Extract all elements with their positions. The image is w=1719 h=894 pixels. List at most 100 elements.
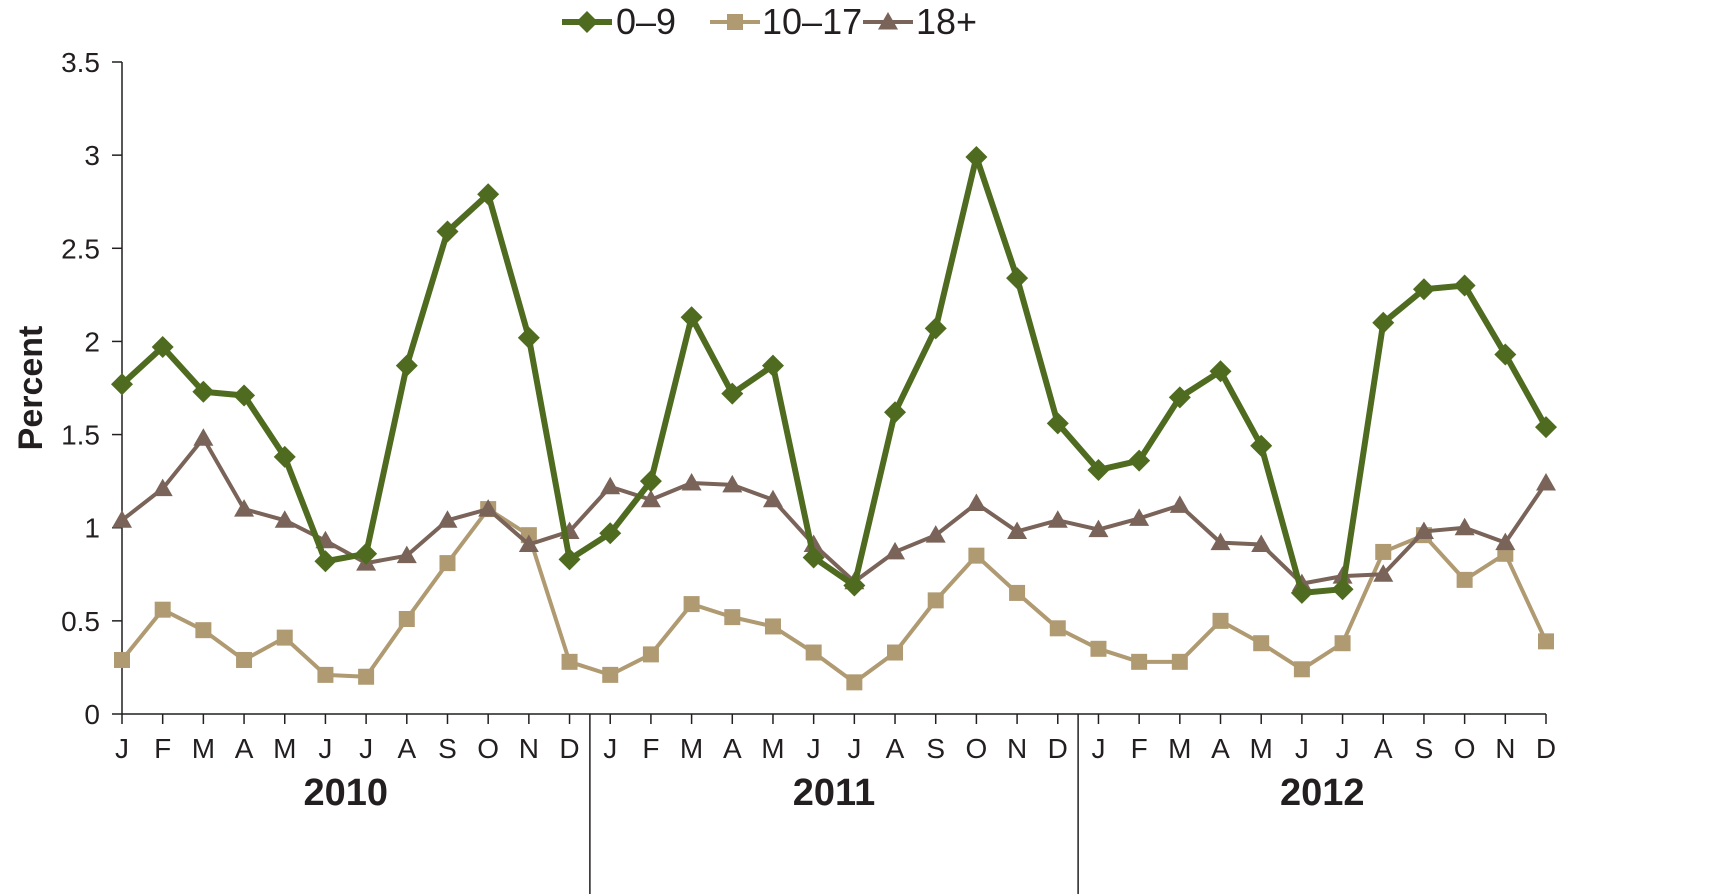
data-point: [1412, 278, 1435, 301]
data-point: [1453, 274, 1476, 297]
y-tick-label: 2: [84, 326, 100, 357]
legend-item: 0–9: [562, 1, 676, 42]
y-tick-label: 1: [84, 513, 100, 544]
data-point: [518, 534, 539, 552]
data-point: [925, 525, 946, 543]
data-point: [639, 470, 662, 493]
data-point: [1007, 521, 1028, 539]
data-point: [1331, 578, 1354, 601]
x-tick-label: M: [1250, 733, 1273, 764]
data-point: [683, 596, 700, 613]
data-point: [1212, 612, 1229, 629]
series-line: [119, 154, 1549, 596]
data-point: [805, 644, 822, 661]
data-point: [114, 651, 130, 668]
data-point: [966, 493, 987, 511]
x-tick-label: J: [318, 733, 332, 764]
data-point: [1251, 534, 1272, 552]
data-point: [1087, 458, 1110, 481]
data-point: [1169, 495, 1190, 513]
year-label: 2012: [1280, 772, 1365, 814]
year-label: 2011: [793, 772, 875, 814]
legend-item: 18+: [863, 1, 977, 42]
y-axis: 0 0.5 1 1.5 2 2.5 3 3.5: [61, 47, 123, 730]
y-tick-label: 2.5: [61, 233, 100, 264]
data-point: [600, 476, 621, 495]
data-point: [236, 651, 253, 668]
series-18-plus: [112, 428, 1556, 592]
data-point: [195, 622, 212, 639]
x-tick-label: S: [438, 733, 457, 764]
data-point: [1129, 508, 1150, 526]
data-point: [846, 674, 863, 691]
data-point: [1009, 584, 1026, 601]
data-point: [1293, 661, 1310, 678]
data-point: [721, 382, 744, 405]
x-tick-label: M: [680, 733, 703, 764]
data-point: [1372, 311, 1395, 334]
x-tick-label: D: [559, 733, 579, 764]
y-tick-label: 0: [84, 699, 100, 730]
data-point: [1538, 633, 1554, 650]
x-tick-label: F: [1131, 733, 1148, 764]
x-tick-label: F: [642, 733, 659, 764]
data-point: [968, 547, 985, 564]
y-tick-label: 0.5: [61, 606, 100, 637]
x-tick-label: M: [192, 733, 215, 764]
data-point: [640, 489, 661, 508]
y-tick-label: 3.5: [61, 47, 100, 78]
data-point: [395, 354, 418, 377]
x-tick-label: O: [966, 733, 988, 764]
x-tick-label: J: [847, 733, 861, 764]
y-tick-label: 1.5: [61, 420, 100, 451]
data-point: [314, 550, 337, 573]
data-point: [885, 541, 906, 560]
x-tick-label: A: [397, 733, 416, 764]
data-point: [1131, 653, 1148, 670]
x-tick-label: J: [1295, 733, 1309, 764]
data-point: [1536, 473, 1556, 491]
data-point: [1413, 521, 1434, 539]
data-point: [151, 336, 174, 359]
legend-label: 0–9: [616, 1, 676, 42]
x-tick-label: J: [115, 733, 129, 764]
data-point: [1495, 532, 1516, 551]
data-point: [112, 510, 132, 528]
data-point: [762, 489, 783, 508]
x-tick-label: F: [154, 733, 171, 764]
x-tick-label: S: [926, 733, 945, 764]
data-point: [965, 146, 988, 169]
x-tick-label: J: [807, 733, 821, 764]
x-tick-label: O: [1454, 733, 1476, 764]
data-point: [517, 326, 540, 349]
x-tick-label: N: [1495, 733, 1515, 764]
data-point: [1049, 620, 1066, 637]
legend-item: 10–17: [710, 1, 862, 42]
data-point: [273, 445, 296, 468]
data-point: [1454, 517, 1475, 536]
data-point: [317, 666, 334, 683]
x-tick-label: A: [1211, 733, 1230, 764]
year-label: 2010: [303, 772, 388, 814]
data-point: [1171, 653, 1188, 670]
x-tick-label: D: [1048, 733, 1068, 764]
data-point: [152, 478, 173, 497]
series-0-9: [111, 146, 1557, 604]
data-point: [477, 183, 500, 206]
data-point: [193, 428, 214, 446]
x-tick-label: A: [886, 733, 905, 764]
x-tick-label: J: [1091, 733, 1105, 764]
data-point: [1375, 543, 1392, 560]
y-tick-label: 3: [84, 140, 100, 171]
data-point: [478, 499, 499, 517]
data-point: [437, 510, 458, 528]
data-point: [927, 592, 944, 609]
data-point: [439, 555, 456, 572]
legend: 0–9 10–17 18+: [562, 1, 977, 42]
series-line: [120, 507, 1548, 685]
data-point: [599, 522, 622, 545]
data-point: [274, 510, 295, 528]
data-point: [602, 666, 619, 683]
legend-marker: [727, 14, 743, 30]
data-point: [1373, 564, 1394, 582]
